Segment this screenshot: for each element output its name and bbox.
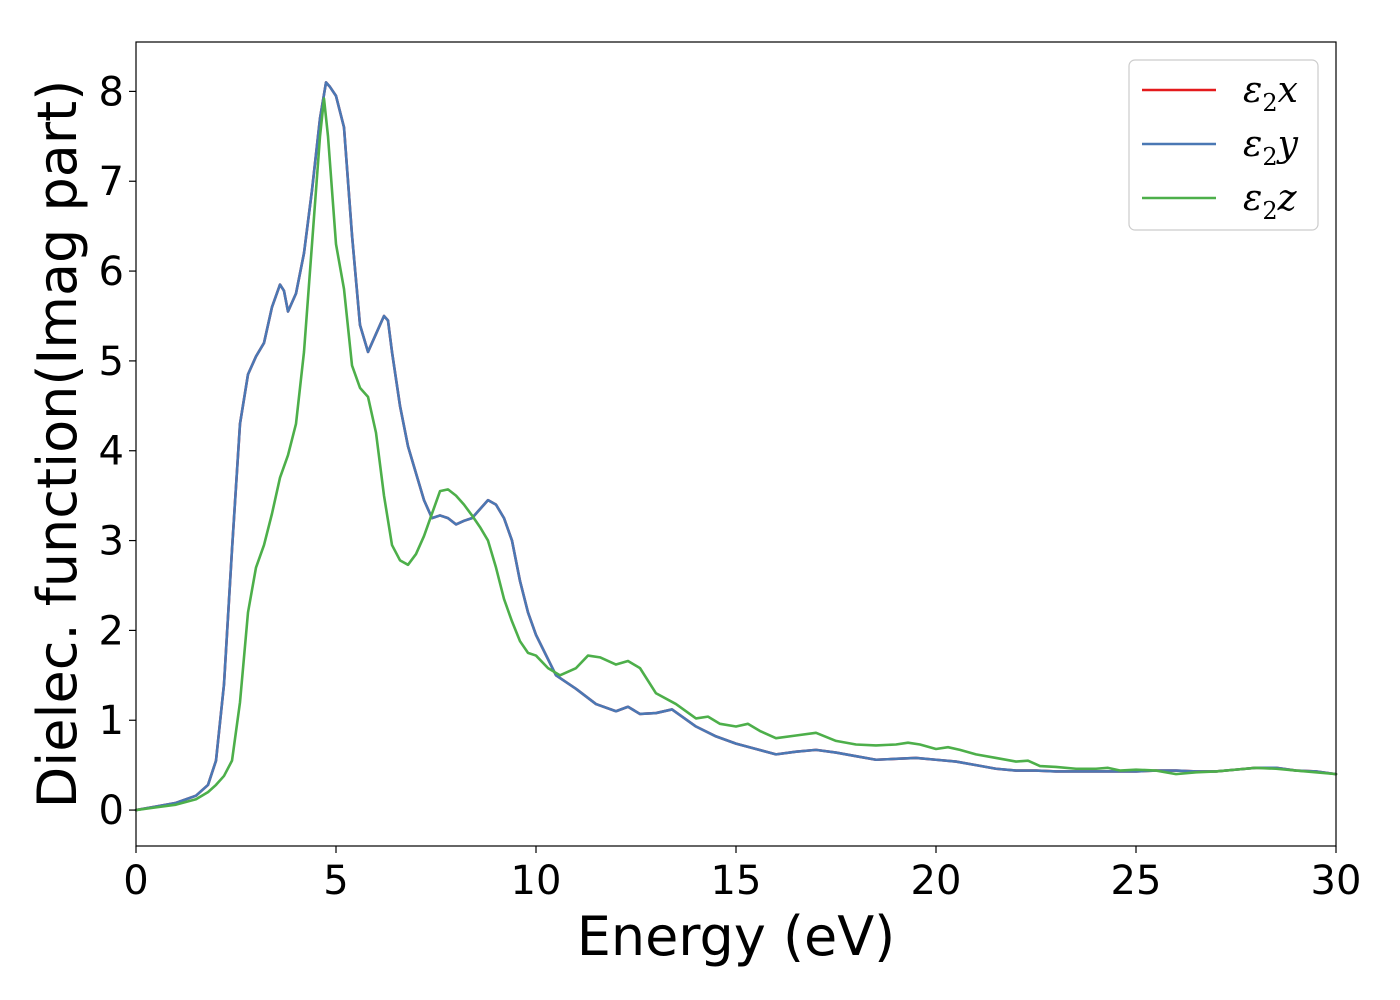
y-tick-label: 1 <box>99 698 124 744</box>
y-tick-label: 4 <box>99 429 124 475</box>
legend-label: ε2z <box>1243 178 1298 225</box>
x-tick-label: 10 <box>511 858 562 904</box>
y-tick-label: 7 <box>99 159 124 205</box>
legend-label: ε2y <box>1243 124 1299 171</box>
legend: ε2x ε2y ε2z <box>1128 59 1319 231</box>
y-tick-label: 0 <box>99 788 124 834</box>
x-tick-label: 0 <box>123 858 148 904</box>
x-tick-label: 25 <box>1111 858 1162 904</box>
y-tick-label: 6 <box>99 249 124 295</box>
y-tick-label: 2 <box>99 608 124 654</box>
legend-box <box>1128 59 1319 231</box>
y-axis-label: Dielec. function(Imag part) <box>26 80 89 809</box>
x-axis-label: Energy (eV) <box>577 905 896 968</box>
x-tick-label: 15 <box>711 858 762 904</box>
x-tick-label: 5 <box>323 858 348 904</box>
y-tick-label: 3 <box>99 519 124 565</box>
y-tick-label: 8 <box>99 69 124 115</box>
x-axis: 0 5 10 15 20 25 30 <box>123 846 1361 904</box>
legend-label: ε2x <box>1243 70 1298 117</box>
series-line-2 <box>134 81 1338 812</box>
series-line-3 <box>134 97 1338 812</box>
y-axis: 0 1 2 3 4 5 6 7 8 <box>99 69 136 834</box>
y-tick-label: 5 <box>99 339 124 385</box>
x-tick-label: 20 <box>911 858 962 904</box>
x-tick-label: 30 <box>1311 858 1362 904</box>
series-layer <box>134 81 1338 812</box>
